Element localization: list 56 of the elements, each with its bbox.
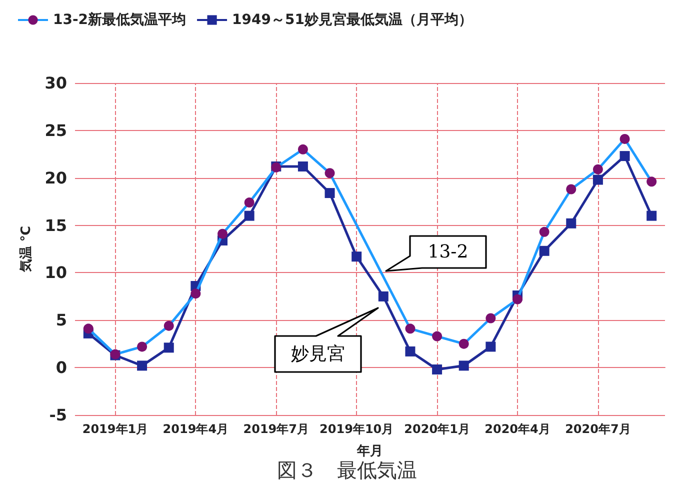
point (137, 360, 148, 371)
y-tick-label: 10 (44, 263, 67, 282)
y-tick-label: 25 (44, 120, 67, 140)
point (352, 252, 362, 262)
point (620, 134, 630, 144)
x-tick-label: 2019年4月 (162, 422, 229, 436)
point (83, 324, 94, 334)
point (592, 164, 603, 174)
point (486, 313, 496, 324)
point (620, 151, 630, 162)
y-axis-title: 気温 ℃ (19, 226, 34, 274)
point (137, 342, 148, 352)
y-tick-label: 15 (44, 216, 67, 235)
y-tick-label: 5 (56, 310, 67, 330)
point (324, 188, 335, 198)
y-tick-label: 20 (44, 168, 67, 188)
y-tick-label: 0 (56, 358, 67, 378)
point (164, 342, 174, 353)
point (646, 176, 657, 187)
point (244, 198, 254, 208)
point (592, 174, 603, 185)
point (218, 228, 228, 239)
y-tick-label: 30 (44, 74, 67, 92)
point (512, 294, 522, 304)
x-tick-label: 2019年7月 (243, 422, 310, 436)
point (539, 226, 550, 237)
x-tick-label: 2020年7月 (565, 422, 631, 436)
point (432, 364, 442, 374)
x-tick-label: 2020年1月 (404, 422, 470, 436)
point (298, 161, 308, 172)
x-tick-label: 2019年10月 (320, 422, 394, 436)
point (539, 246, 550, 256)
point (190, 288, 201, 299)
annotation: 妙見宮 (291, 344, 345, 364)
point (324, 168, 335, 178)
point (378, 291, 388, 302)
x-tick-label: 2020年4月 (484, 422, 550, 436)
point (566, 184, 576, 194)
annotation: 13-2 (428, 242, 468, 262)
text: 図３ 最低気温 (277, 458, 417, 482)
point (298, 144, 308, 154)
point (458, 360, 469, 371)
legend-label: 13-2新最低気温平均 (53, 11, 186, 28)
point (164, 320, 174, 331)
y-tick-label: -5 (49, 406, 67, 424)
point (646, 210, 657, 221)
x-axis-title: 年月 (356, 444, 383, 459)
point (486, 342, 496, 352)
point (432, 331, 442, 342)
point (244, 210, 254, 221)
x-tick-label: 2019年1月 (82, 422, 148, 436)
point (566, 218, 576, 228)
legend-label: 1949～51妙見宮最低気温（月平均） (232, 11, 472, 28)
point (405, 346, 416, 356)
point (405, 324, 416, 334)
point (458, 338, 469, 349)
